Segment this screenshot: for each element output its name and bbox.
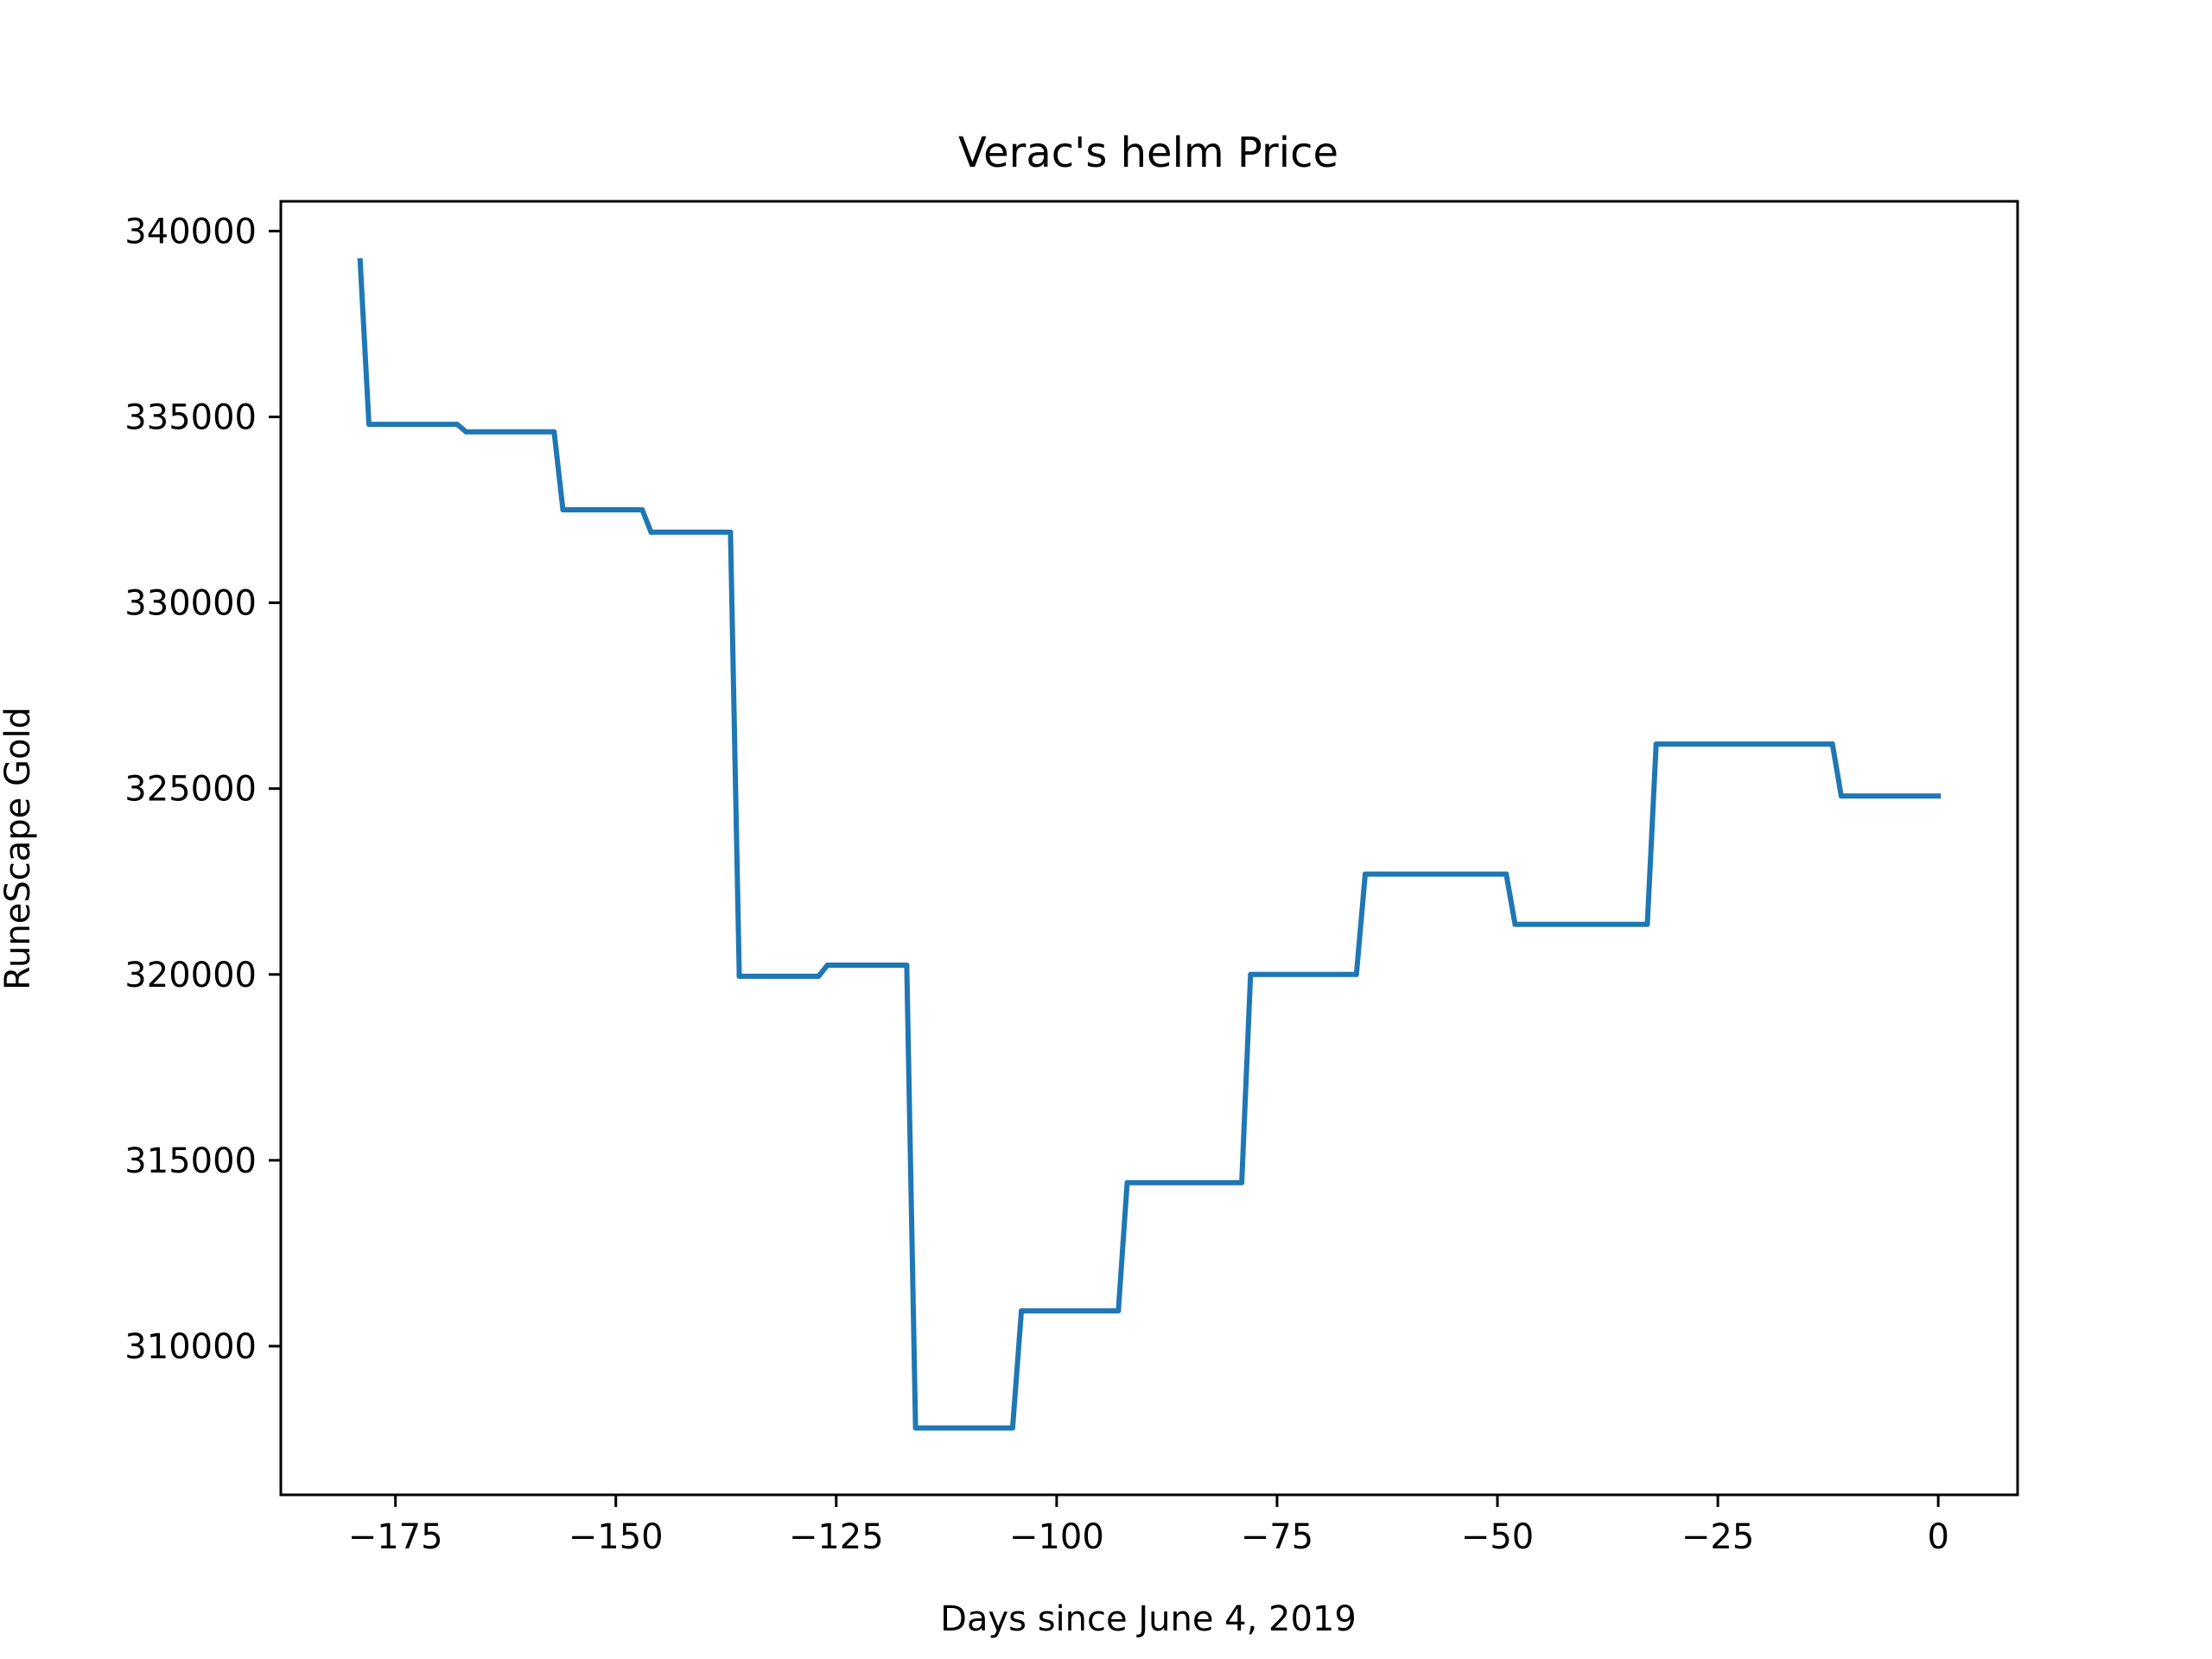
y-tick-label: 335000 [124, 398, 257, 438]
x-tick-label: −150 [569, 1517, 664, 1557]
data-point [1124, 1179, 1130, 1185]
x-tick-label: −125 [789, 1517, 884, 1557]
y-tick-label: 320000 [124, 956, 257, 995]
data-point [1838, 793, 1844, 799]
data-point [1353, 971, 1359, 977]
data-point [454, 422, 461, 428]
x-tick-label: −175 [348, 1517, 443, 1557]
data-point [463, 429, 469, 435]
x-axis: −175 −150 −125 −100 −75 −50 −25 0 [348, 1495, 1949, 1557]
x-tick-label: −50 [1461, 1517, 1534, 1557]
chart-title: Verac's helm Price [958, 129, 1338, 177]
data-point [648, 529, 654, 535]
data-point [736, 973, 742, 979]
plot-area [281, 201, 2018, 1495]
y-axis-title: RuneScape Gold [0, 707, 38, 990]
y-axis: 310000 315000 320000 325000 330000 335000 3400… [124, 212, 281, 1367]
x-tick-label: 0 [1927, 1517, 1948, 1557]
data-point [1009, 1425, 1015, 1431]
data-point [1019, 1308, 1025, 1314]
data-point [912, 1425, 918, 1431]
data-point [357, 257, 363, 264]
x-tick-label: −25 [1681, 1517, 1754, 1557]
data-point [1644, 921, 1650, 927]
series-points [357, 257, 1942, 1431]
y-tick-label: 325000 [124, 770, 257, 810]
data-point [824, 963, 830, 969]
x-axis-title: Days since June 4, 2019 [940, 1599, 1357, 1639]
data-point [560, 507, 566, 513]
data-point [551, 429, 557, 435]
data-point [1362, 871, 1368, 877]
data-point [728, 529, 734, 535]
data-point [1248, 971, 1254, 977]
data-point [366, 422, 372, 428]
y-tick-label: 330000 [124, 584, 257, 624]
data-point [1512, 921, 1518, 927]
data-point [1116, 1308, 1122, 1314]
data-point [816, 973, 822, 979]
x-tick-label: −100 [1009, 1517, 1104, 1557]
x-tick-label: −75 [1241, 1517, 1313, 1557]
data-point [1829, 741, 1835, 747]
y-tick-label: 310000 [124, 1327, 257, 1367]
data-point [1653, 741, 1659, 747]
y-tick-label: 315000 [124, 1141, 257, 1181]
data-point [1503, 871, 1510, 877]
plot-frame [279, 200, 2019, 1497]
data-point [1936, 793, 1942, 799]
plot-background [281, 201, 2018, 1495]
data-point [904, 963, 910, 969]
y-tick-label: 340000 [124, 212, 257, 251]
data-point [1239, 1179, 1245, 1185]
data-point [639, 507, 645, 513]
